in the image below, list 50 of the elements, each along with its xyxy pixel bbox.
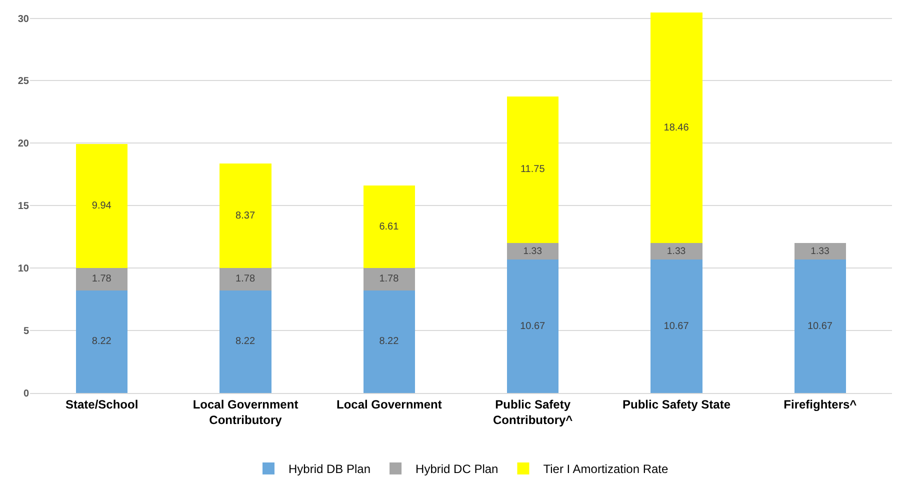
- y-tick-label: 5: [23, 326, 30, 338]
- data-label: 10.67: [807, 320, 833, 332]
- bar: [76, 144, 128, 268]
- legend-label: Hybrid DC Plan: [416, 462, 498, 476]
- data-label: 9.94: [92, 200, 112, 212]
- data-label: 10.67: [664, 320, 690, 332]
- legend-label: Hybrid DB Plan: [288, 462, 371, 476]
- bar: [220, 164, 272, 268]
- bar: [220, 268, 272, 290]
- data-label: 8.22: [379, 336, 400, 348]
- y-tick-label: 0: [23, 388, 30, 400]
- x-tick-label: Public Safety Contributory^: [492, 397, 573, 427]
- data-label: 11.75: [520, 164, 546, 176]
- data-label: 8.22: [236, 336, 256, 348]
- bar: [506, 96, 559, 244]
- data-label: 1.33: [810, 246, 830, 257]
- bar: [76, 268, 128, 290]
- x-tick-label: State/School: [65, 397, 138, 412]
- data-label: 18.46: [664, 122, 690, 134]
- bar: [506, 260, 559, 393]
- bar: [650, 243, 702, 260]
- bar: [220, 290, 272, 393]
- bar: [506, 243, 559, 260]
- bar: [794, 243, 846, 260]
- bar: [363, 290, 416, 393]
- data-label: 1.33: [666, 246, 686, 257]
- bar: [76, 290, 128, 393]
- x-tick-label: Firefighters^: [784, 397, 857, 412]
- y-tick-label: 25: [18, 76, 30, 88]
- data-label: 8.37: [236, 210, 256, 222]
- x-tick-label: Local Government Contributory: [192, 397, 298, 427]
- data-label: 1.78: [92, 274, 112, 285]
- data-label: 8.22: [92, 336, 112, 348]
- bar: [650, 12, 702, 244]
- y-tick-label: 15: [18, 201, 30, 212]
- y-tick-label: 10: [18, 264, 30, 275]
- y-tick-label: 30: [18, 14, 30, 25]
- bar: [363, 186, 416, 268]
- data-label: 1.33: [523, 246, 542, 257]
- data-label: 1.78: [379, 274, 400, 285]
- y-tick-label: 20: [18, 138, 30, 150]
- data-label: 6.61: [379, 221, 400, 232]
- bar: [794, 260, 846, 393]
- bar: [650, 260, 702, 393]
- data-label: 1.78: [236, 274, 256, 285]
- x-tick-label: Public Safety State: [622, 397, 731, 412]
- legend-label: Tier I Amortization Rate: [543, 462, 668, 476]
- data-label: 10.67: [520, 320, 546, 332]
- x-tick-label: Local Government: [336, 397, 442, 412]
- bar: [363, 268, 416, 290]
